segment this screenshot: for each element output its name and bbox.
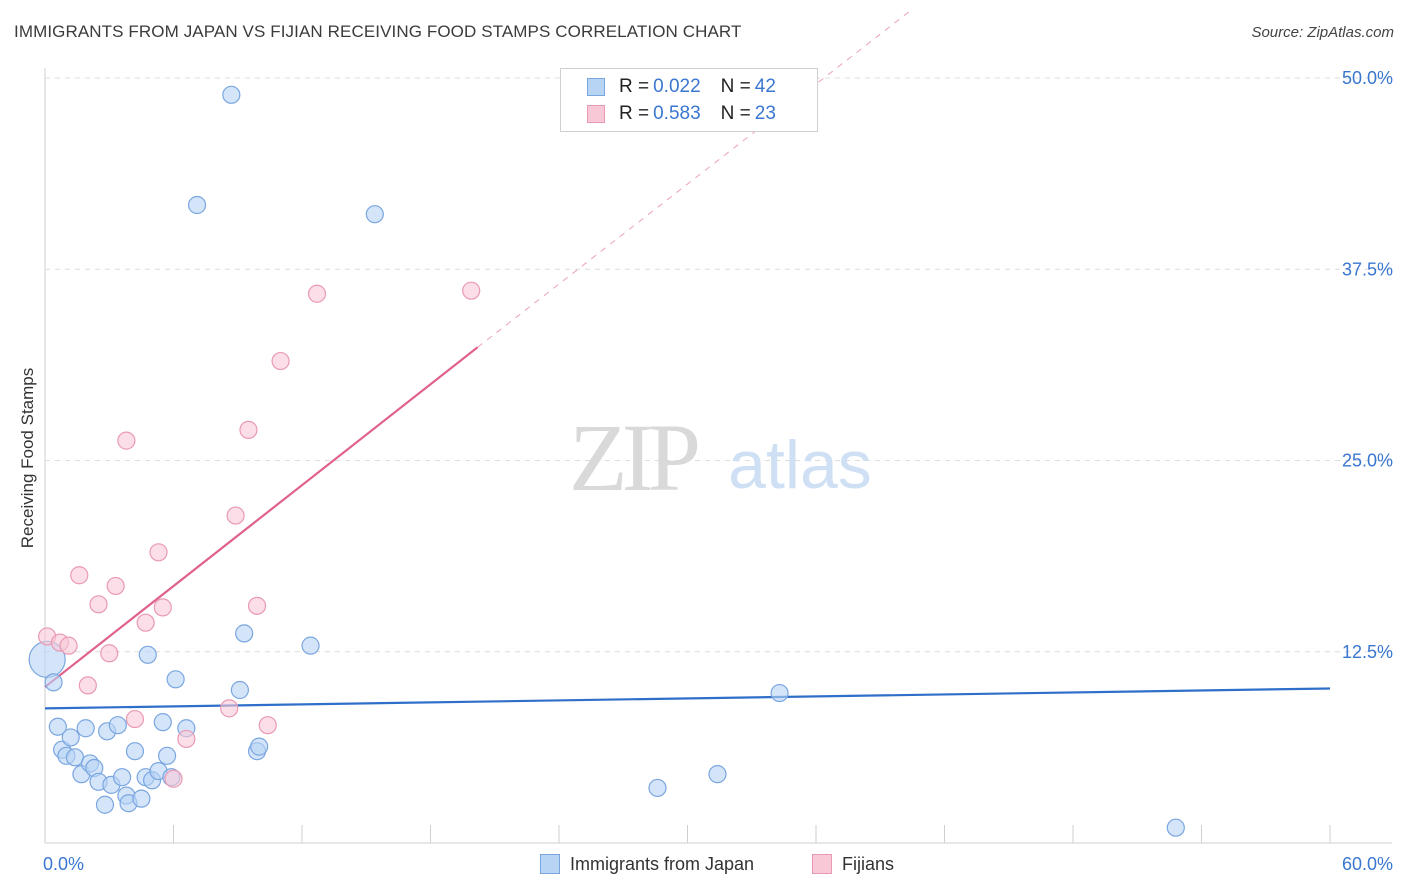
fijians-trend-line xyxy=(44,346,479,688)
japan-point xyxy=(301,636,320,655)
y-tick-label: 25.0% xyxy=(1342,451,1393,471)
series-name-japan: Immigrants from Japan xyxy=(570,853,755,874)
legend-r-value: 0.022 xyxy=(653,76,701,97)
fijians-trend-extension xyxy=(477,8,913,348)
x-tick-label: 60.0% xyxy=(1342,854,1393,874)
japan-point xyxy=(61,728,80,747)
fijians-point xyxy=(220,699,239,718)
fijians-point xyxy=(106,576,125,596)
japan-point xyxy=(153,713,172,732)
series-swatch-blue xyxy=(540,854,560,874)
japan-point xyxy=(187,195,207,215)
series-legend-fijians: Fijians xyxy=(812,852,894,876)
japan-point xyxy=(76,719,95,738)
fijians-point xyxy=(125,709,145,729)
axes xyxy=(44,68,1392,844)
fijians-point xyxy=(247,596,267,615)
fijians-point xyxy=(164,769,183,788)
japan-point xyxy=(708,765,727,784)
fijians-point xyxy=(100,644,119,663)
japan-point xyxy=(235,624,254,643)
fijians-point xyxy=(70,566,89,585)
x-tick-label: 0.0% xyxy=(43,854,84,874)
japan-point xyxy=(222,85,241,104)
fijians-point xyxy=(78,676,97,695)
japan-point xyxy=(44,673,63,692)
tick-labels: 12.5% 25.0% 37.5% 50.0% 0.0% 60.0% xyxy=(43,68,1393,874)
fijians-point xyxy=(117,431,136,450)
correlation-legend: R = 0.022 N = 42 R = 0.583 N = 23 xyxy=(560,68,818,132)
watermark-zip: ZIP xyxy=(569,404,698,511)
japan-point xyxy=(230,680,249,700)
fijians-point xyxy=(59,636,78,655)
japan-point xyxy=(1166,818,1185,837)
japan-point xyxy=(112,768,132,787)
series-legend-japan: Immigrants from Japan xyxy=(540,852,754,876)
y-tick-label: 37.5% xyxy=(1342,259,1393,279)
trend-lines xyxy=(44,8,1331,710)
chart-title: IMMIGRANTS FROM JAPAN VS FIJIAN RECEIVIN… xyxy=(14,22,742,41)
fijians-point xyxy=(258,716,277,735)
y-tick-label: 50.0% xyxy=(1342,68,1393,88)
fijians-point xyxy=(153,598,172,617)
legend-n-value: 23 xyxy=(754,103,776,124)
japan-trend-line xyxy=(44,687,1331,710)
fijians-point xyxy=(136,613,155,632)
legend-swatch-blue xyxy=(587,78,605,96)
watermark: ZIP atlas xyxy=(569,404,872,511)
japan-point xyxy=(108,716,127,735)
legend-row-fijians: R = 0.583 N = 23 xyxy=(587,102,796,126)
japan-point xyxy=(95,795,115,814)
japan-point xyxy=(166,670,185,689)
legend-row-japan: R = 0.022 N = 42 xyxy=(587,75,796,99)
legend-r-label: R = xyxy=(619,76,650,97)
fijians-point xyxy=(239,420,258,439)
legend-n-label: N = xyxy=(720,76,751,97)
source-credit: Source: ZipAtlas.com xyxy=(1251,24,1394,41)
fijians-point xyxy=(149,543,168,562)
fijians-point xyxy=(177,729,196,749)
gridlines xyxy=(45,77,1392,653)
legend-n-value: 42 xyxy=(754,76,776,97)
legend-r-value: 0.583 xyxy=(653,103,701,124)
japan-point xyxy=(250,737,269,756)
y-tick-label: 12.5% xyxy=(1342,642,1393,662)
watermark-atlas: atlas xyxy=(728,427,872,503)
japan-point xyxy=(125,742,145,761)
japan-point xyxy=(48,717,67,736)
fijians-point xyxy=(307,284,327,303)
series-name-fijians: Fijians xyxy=(842,853,895,874)
fijians-point xyxy=(89,595,108,614)
legend-swatch-pink xyxy=(587,105,605,123)
fijians-point xyxy=(271,351,290,371)
legend-r-label: R = xyxy=(619,103,650,124)
y-axis-label: Receiving Food Stamps xyxy=(18,367,37,549)
fijians-point xyxy=(462,281,481,300)
japan-point xyxy=(365,205,384,224)
japan-point xyxy=(132,789,151,808)
data-points xyxy=(28,85,1185,837)
fijians-point xyxy=(226,506,245,525)
japan-point xyxy=(648,778,667,798)
japan-point xyxy=(770,683,789,703)
japan-point xyxy=(157,746,177,765)
legend-n-label: N = xyxy=(720,103,751,124)
series-swatch-pink xyxy=(812,854,832,874)
japan-point xyxy=(138,645,157,664)
